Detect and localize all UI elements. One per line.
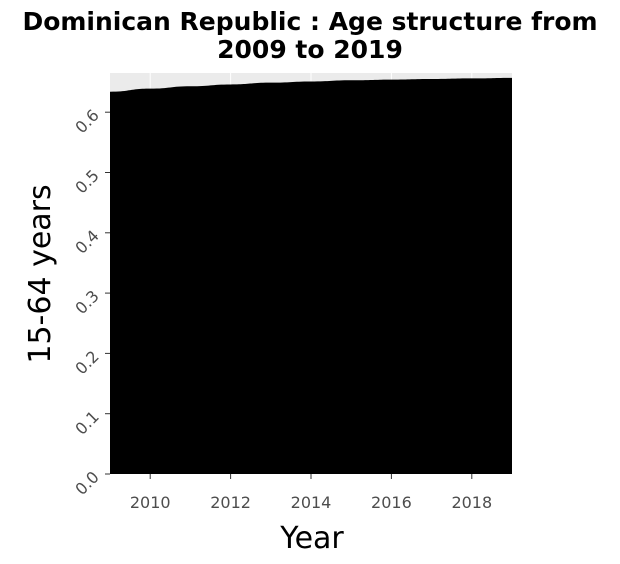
y-tick-label: 0.6 bbox=[71, 106, 102, 137]
x-axis-label: Year bbox=[279, 521, 344, 556]
x-tick-label: 2018 bbox=[451, 493, 492, 512]
y-tick-label: 0.4 bbox=[71, 226, 102, 257]
y-tick-label: 0.1 bbox=[71, 407, 102, 438]
y-tick-label: 0.5 bbox=[71, 166, 102, 197]
x-axis: 2010 2012 2014 2016 2018 bbox=[130, 474, 492, 512]
x-tick-label: 2014 bbox=[291, 493, 332, 512]
y-axis-label: 15-64 years bbox=[23, 184, 58, 363]
x-tick-label: 2012 bbox=[210, 493, 251, 512]
chart-title-line-2: 2009 to 2019 bbox=[217, 35, 403, 64]
x-tick-label: 2010 bbox=[130, 493, 171, 512]
area-series bbox=[110, 77, 512, 474]
y-tick-label: 0.3 bbox=[71, 286, 102, 317]
y-axis: 0.0 0.1 0.2 0.3 0.4 0.5 0.6 bbox=[71, 106, 110, 499]
chart-title-line-1: Dominican Republic : Age structure from bbox=[22, 7, 597, 36]
y-tick-label: 0.2 bbox=[71, 347, 102, 378]
y-tick-label: 0.0 bbox=[71, 467, 102, 498]
x-tick-label: 2016 bbox=[371, 493, 412, 512]
